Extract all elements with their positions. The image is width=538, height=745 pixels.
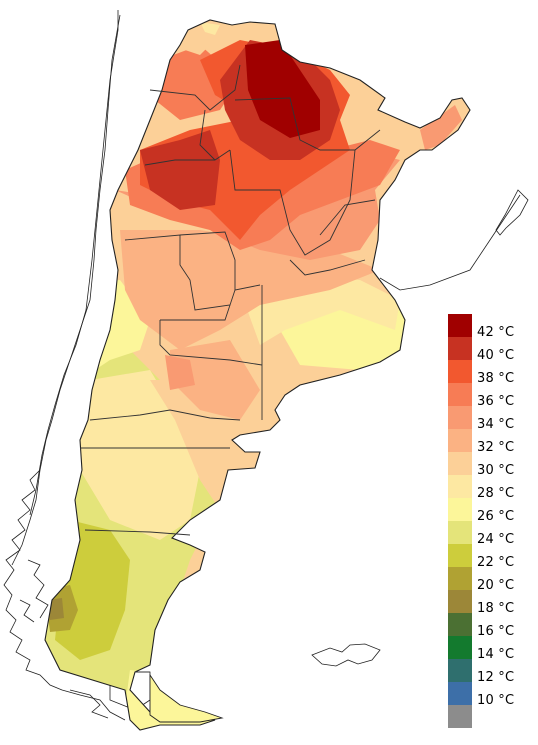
legend-swatch — [448, 360, 472, 383]
legend-swatch — [448, 429, 472, 452]
legend-row: 38 °C — [448, 360, 538, 386]
legend-label: 28 °C — [477, 486, 515, 501]
legend-row: 30 °C — [448, 452, 538, 478]
legend-label: 22 °C — [477, 555, 515, 570]
legend-row: 10 °C — [448, 682, 538, 708]
legend-swatch — [448, 705, 472, 728]
legend-row: 42 °C — [448, 314, 538, 340]
neighbor-border-lines — [11, 10, 529, 566]
legend-row: 24 °C — [448, 521, 538, 547]
legend-row: 22 °C — [448, 544, 538, 570]
legend-label: 32 °C — [477, 440, 515, 455]
temperature-legend: 42 °C 40 °C 38 °C 36 °C 34 °C 32 °C 30 °… — [448, 314, 538, 728]
legend-swatch — [448, 567, 472, 590]
legend-label: 42 °C — [477, 325, 515, 340]
legend-label: 16 °C — [477, 624, 515, 639]
province-boundaries — [80, 64, 381, 673]
legend-row: 36 °C — [448, 383, 538, 409]
legend-swatch — [448, 613, 472, 636]
legend-swatch — [448, 590, 472, 613]
legend-label: 20 °C — [477, 578, 515, 593]
legend-swatch — [448, 314, 472, 337]
legend-swatch — [448, 337, 472, 360]
legend-row: 26 °C — [448, 498, 538, 524]
tierra-del-fuego-argentina — [149, 673, 224, 723]
chile-coastline — [3, 469, 126, 721]
legend-swatch — [448, 498, 472, 521]
legend-row: 40 °C — [448, 337, 538, 363]
legend-label: 24 °C — [477, 532, 515, 547]
malvinas-islands — [311, 643, 381, 667]
legend-row: 32 °C — [448, 429, 538, 455]
legend-row: 34 °C — [448, 406, 538, 432]
legend-label: 14 °C — [477, 647, 515, 662]
legend-label: 30 °C — [477, 463, 515, 478]
legend-label: 34 °C — [477, 417, 515, 432]
legend-swatch — [448, 544, 472, 567]
legend-row: 14 °C — [448, 636, 538, 662]
legend-row — [448, 705, 538, 728]
legend-row: 20 °C — [448, 567, 538, 593]
legend-swatch — [448, 406, 472, 429]
legend-row: 28 °C — [448, 475, 538, 501]
legend-swatch — [448, 521, 472, 544]
legend-label: 12 °C — [477, 670, 515, 685]
legend-row: 16 °C — [448, 613, 538, 639]
legend-swatch — [448, 383, 472, 406]
legend-label: 40 °C — [477, 348, 515, 363]
legend-swatch — [448, 452, 472, 475]
legend-row: 12 °C — [448, 659, 538, 685]
legend-row: 18 °C — [448, 590, 538, 616]
legend-swatch — [448, 659, 472, 682]
legend-label: 18 °C — [477, 601, 515, 616]
legend-label: 38 °C — [477, 371, 515, 386]
legend-swatch — [448, 636, 472, 659]
legend-label: 26 °C — [477, 509, 515, 524]
legend-swatch — [448, 682, 472, 705]
legend-label: 10 °C — [477, 693, 515, 708]
legend-swatch — [448, 475, 472, 498]
legend-label: 36 °C — [477, 394, 515, 409]
